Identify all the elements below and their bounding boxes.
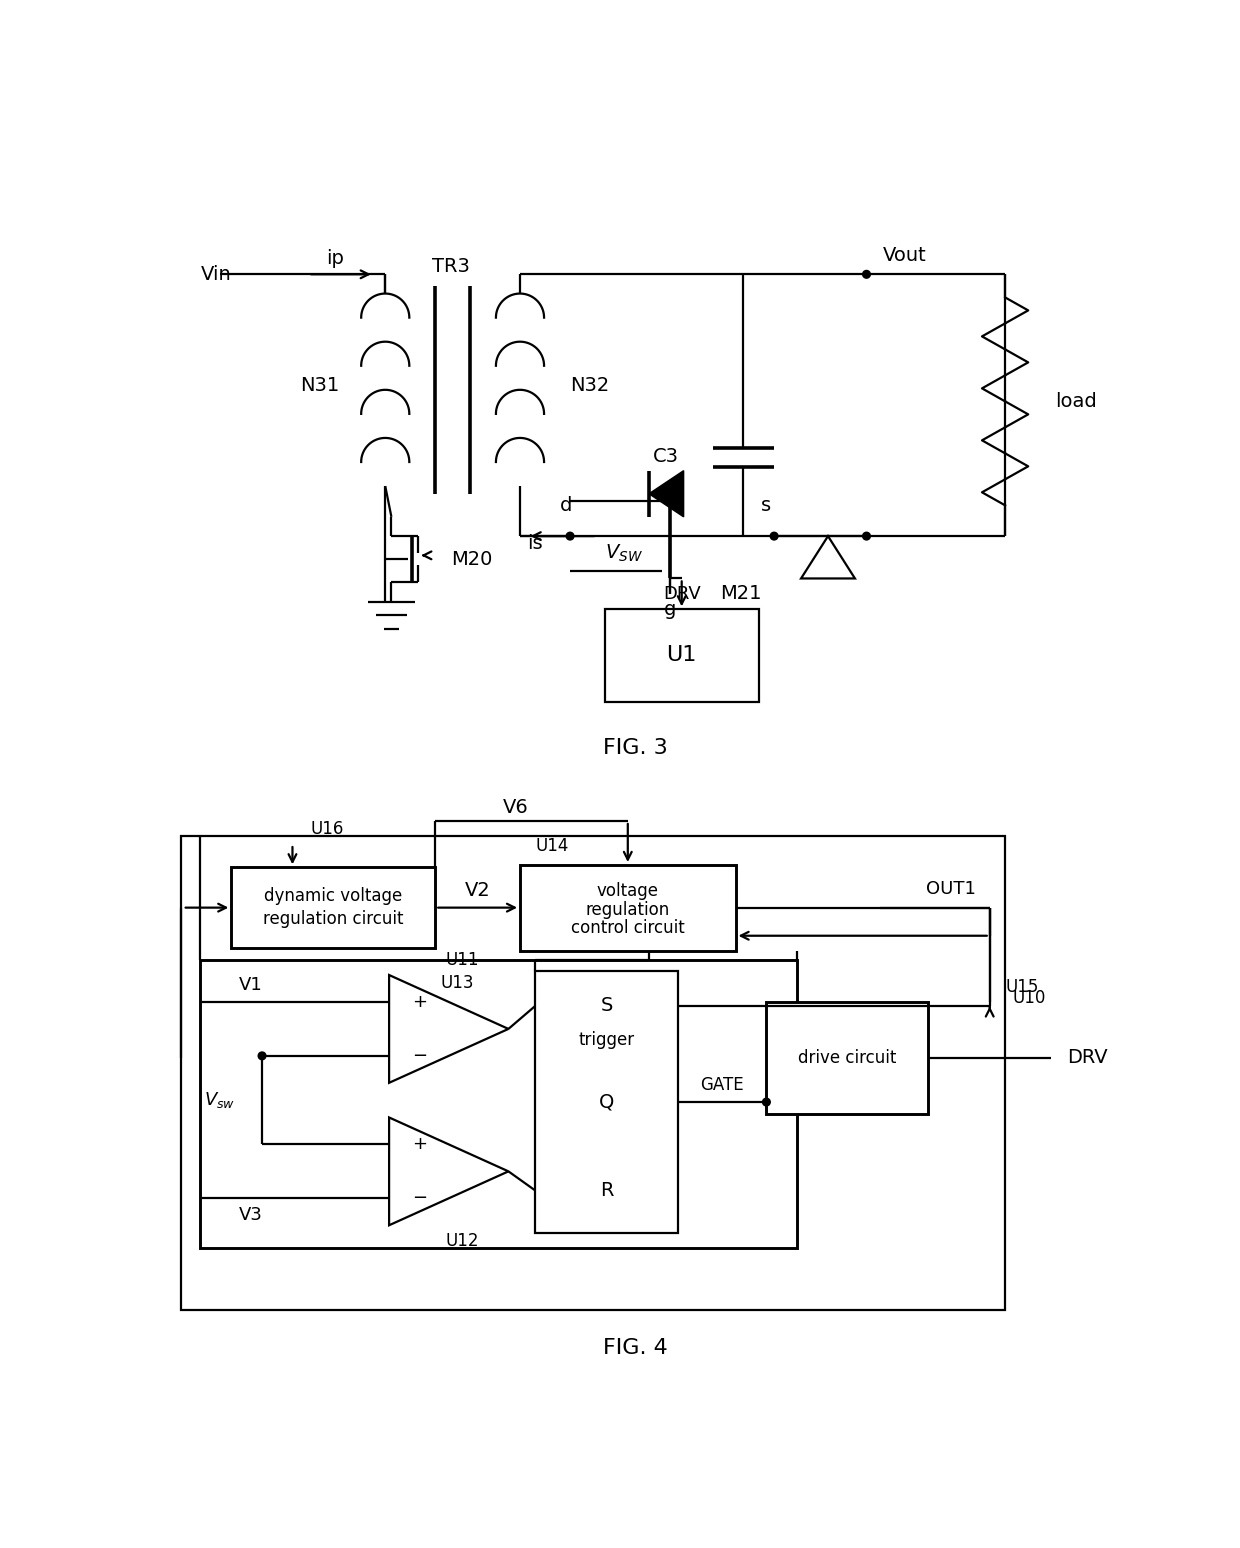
Text: U12: U12 xyxy=(445,1232,479,1249)
Text: M20: M20 xyxy=(450,550,492,568)
Text: Vin: Vin xyxy=(201,265,231,283)
Text: Vout: Vout xyxy=(883,246,926,265)
Bar xyxy=(231,867,435,947)
Text: d: d xyxy=(560,495,573,515)
Text: U16: U16 xyxy=(310,820,343,837)
Circle shape xyxy=(863,533,870,540)
Text: GATE: GATE xyxy=(701,1076,744,1094)
Text: dynamic voltage: dynamic voltage xyxy=(264,887,403,906)
Bar xyxy=(605,610,759,701)
Text: is: is xyxy=(527,534,543,553)
Text: control circuit: control circuit xyxy=(570,920,684,937)
Circle shape xyxy=(567,533,574,540)
Text: S: S xyxy=(600,997,613,1015)
Circle shape xyxy=(770,533,777,540)
Circle shape xyxy=(258,1053,265,1060)
Text: regulation: regulation xyxy=(585,901,670,918)
Text: Q: Q xyxy=(599,1093,614,1111)
Bar xyxy=(766,1002,928,1113)
Text: $V_{sw}$: $V_{sw}$ xyxy=(205,1090,236,1110)
Polygon shape xyxy=(389,975,508,1082)
Bar xyxy=(520,865,735,950)
Circle shape xyxy=(763,1098,770,1105)
Text: load: load xyxy=(1055,392,1097,410)
Text: g: g xyxy=(663,599,676,619)
Text: ip: ip xyxy=(326,249,345,268)
Text: s: s xyxy=(761,495,771,515)
Bar xyxy=(201,960,797,1248)
Text: N32: N32 xyxy=(569,376,609,395)
Text: V6: V6 xyxy=(503,797,529,817)
Bar xyxy=(181,836,1006,1310)
Bar xyxy=(536,971,678,1232)
Text: U11: U11 xyxy=(445,950,479,969)
Polygon shape xyxy=(649,471,683,517)
Polygon shape xyxy=(389,1118,508,1226)
Text: C3: C3 xyxy=(653,447,680,466)
Text: −: − xyxy=(413,1189,428,1207)
Text: U14: U14 xyxy=(536,836,569,854)
Polygon shape xyxy=(801,536,854,579)
Text: −: − xyxy=(413,1046,428,1065)
Text: DRV: DRV xyxy=(1066,1048,1107,1067)
Text: V1: V1 xyxy=(239,977,263,994)
Text: FIG. 3: FIG. 3 xyxy=(603,738,668,759)
Text: U10: U10 xyxy=(1013,989,1047,1008)
Text: V3: V3 xyxy=(239,1206,263,1224)
Text: +: + xyxy=(413,992,428,1011)
Text: drive circuit: drive circuit xyxy=(799,1050,897,1067)
Text: voltage: voltage xyxy=(596,882,658,899)
Text: V2: V2 xyxy=(465,881,491,901)
Text: U1: U1 xyxy=(667,646,697,666)
Text: M21: M21 xyxy=(720,584,761,604)
Text: U15: U15 xyxy=(1006,977,1038,995)
Circle shape xyxy=(863,271,870,279)
Text: OUT1: OUT1 xyxy=(926,879,976,898)
Text: +: + xyxy=(413,1135,428,1153)
Text: FIG. 4: FIG. 4 xyxy=(603,1339,668,1359)
Text: TR3: TR3 xyxy=(432,257,470,276)
Text: trigger: trigger xyxy=(579,1031,635,1050)
Text: $V_{SW}$: $V_{SW}$ xyxy=(605,543,642,565)
Text: regulation circuit: regulation circuit xyxy=(263,910,403,929)
Text: N31: N31 xyxy=(300,376,340,395)
Text: DRV: DRV xyxy=(663,585,701,602)
Text: U13: U13 xyxy=(440,974,474,992)
Text: R: R xyxy=(600,1181,614,1200)
